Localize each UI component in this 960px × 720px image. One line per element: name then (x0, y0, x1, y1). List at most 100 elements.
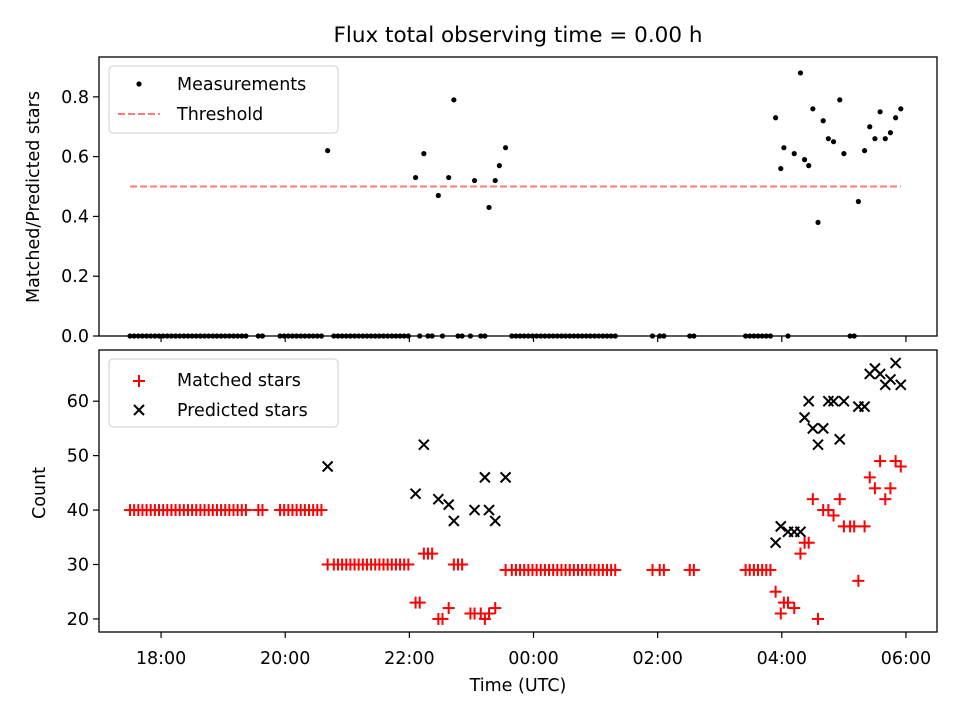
measurement-point (855, 198, 861, 205)
top-y-tick-label: 0.4 (61, 207, 89, 227)
measurement-point (797, 70, 804, 76)
measurement-point (830, 139, 837, 145)
matched-stars-point (848, 520, 861, 533)
top-legend-box (108, 65, 339, 134)
measurement-point (806, 163, 812, 169)
predicted-stars-point (812, 439, 824, 451)
predicted-stars-point (418, 439, 430, 451)
measurement-point (882, 136, 888, 142)
matched-stars-point (426, 547, 439, 560)
chart-title: Flux total observing time = 0.00 h (334, 23, 703, 48)
x-tick-label: 06:00 (881, 649, 931, 669)
predicted-stars-point (499, 471, 512, 484)
bottom-y-tick-label: 40 (67, 501, 89, 521)
matched-stars-point (889, 455, 902, 468)
predicted-stars-point (794, 526, 807, 538)
bottom-panel: 20 30 40 50 60 18:00 20:00 22:00 00:00 02:00 04:0… (30, 349, 938, 696)
predicted-stars-point (489, 515, 501, 527)
top-y-tick-label: 0.8 (61, 88, 89, 108)
matched-stars-point (687, 563, 700, 576)
top-y-ticks: 0.0 0.2 0.4 0.6 0.8 (61, 88, 99, 347)
measurement-point (815, 219, 821, 226)
x-tick-label: 18:00 (136, 649, 186, 669)
matched-stars-point (239, 504, 252, 517)
measurement-point (421, 151, 427, 157)
matched-stars-point (806, 493, 819, 506)
matched-stars-point (827, 509, 840, 522)
matched-stars-point (657, 563, 670, 576)
measurement-point (893, 115, 899, 121)
matched-stars-point (442, 602, 455, 615)
matched-stars-point (794, 547, 807, 560)
x-tick-label: 02:00 (632, 649, 682, 669)
matched-stars-point (833, 493, 846, 506)
measurement-point (861, 148, 868, 154)
measurement-point (872, 136, 878, 142)
measurement-point (451, 97, 457, 103)
matched-stars-point (868, 482, 881, 495)
matched-stars-point (413, 596, 426, 609)
predicted-stars-point (838, 395, 850, 407)
matched-stars-point (852, 574, 865, 587)
measurement-point (412, 174, 419, 181)
measurement-point (773, 115, 779, 121)
measurement-point (325, 148, 331, 154)
predicted-stars-point (409, 488, 422, 500)
legend-label-predicted: Predicted stars (177, 401, 308, 421)
predicted-stars-point (483, 504, 495, 516)
top-y-tick-label: 0.2 (61, 267, 89, 287)
predicted-stars-point (834, 433, 846, 445)
bottom-plot-frame (98, 349, 938, 633)
matched-stars-point (609, 563, 622, 576)
matched-stars-point (874, 455, 887, 468)
top-panel: 0.00.20.40.60.8 Matched/Predicted stars … (24, 56, 938, 347)
matched-legend-marker (133, 375, 145, 387)
predicted-stars-point (468, 504, 481, 516)
measurement-point (877, 109, 883, 115)
bottom-legend: Matched stars Predicted stars (108, 358, 339, 428)
matched-stars-point (483, 607, 496, 620)
bottom-y-ticks: 20 30 40 50 60 (67, 392, 99, 630)
matched-stars-point (436, 612, 449, 625)
x-axis-label: Time (UTC) (469, 676, 567, 696)
matched-stars-point (256, 504, 269, 517)
measurement-point (841, 151, 847, 157)
measurement-point (778, 165, 784, 172)
predicted-stars-point (803, 395, 815, 407)
predicted-stars-point (822, 395, 835, 407)
measurement-point (486, 204, 492, 211)
measurement-point (898, 106, 904, 112)
measurement-point (502, 145, 509, 151)
measurement-point (781, 145, 787, 151)
bottom-marks (124, 357, 907, 625)
measurement-point (810, 106, 816, 112)
measurement-point (496, 163, 502, 169)
bottom-y-tick-label: 60 (67, 392, 89, 412)
legend-label-matched: Matched stars (177, 371, 301, 391)
measurement-point (791, 151, 797, 157)
matched-stars-point (315, 504, 328, 517)
predicted-stars-point (827, 395, 840, 407)
matched-stars-point (769, 585, 782, 598)
matched-stars-point (489, 602, 502, 615)
predicted-stars-point (884, 373, 897, 386)
legend-label-measurements: Measurements (177, 75, 306, 95)
matched-stars-point (788, 602, 801, 615)
bottom-y-tick-label: 20 (67, 610, 89, 630)
matched-stars-point (879, 493, 892, 506)
predicted-stars-point (895, 379, 907, 391)
top-x-ticks (160, 336, 907, 342)
matched-stars-point (884, 482, 897, 495)
predicted-stars-point (807, 422, 819, 435)
predicted-legend-marker (133, 404, 145, 416)
bottom-y-axis-label: Count (30, 467, 50, 519)
predicted-stars-point (858, 400, 871, 413)
matched-stars-point (894, 460, 907, 473)
matched-stars-point (863, 471, 876, 484)
top-legend: Measurements Threshold (108, 65, 339, 134)
top-y-axis-label: Matched/Predicted stars (24, 91, 44, 303)
predicted-stars-point (874, 368, 886, 380)
predicted-stars-point (817, 422, 829, 435)
predicted-stars-point (769, 537, 782, 549)
bottom-legend-box (108, 358, 339, 428)
